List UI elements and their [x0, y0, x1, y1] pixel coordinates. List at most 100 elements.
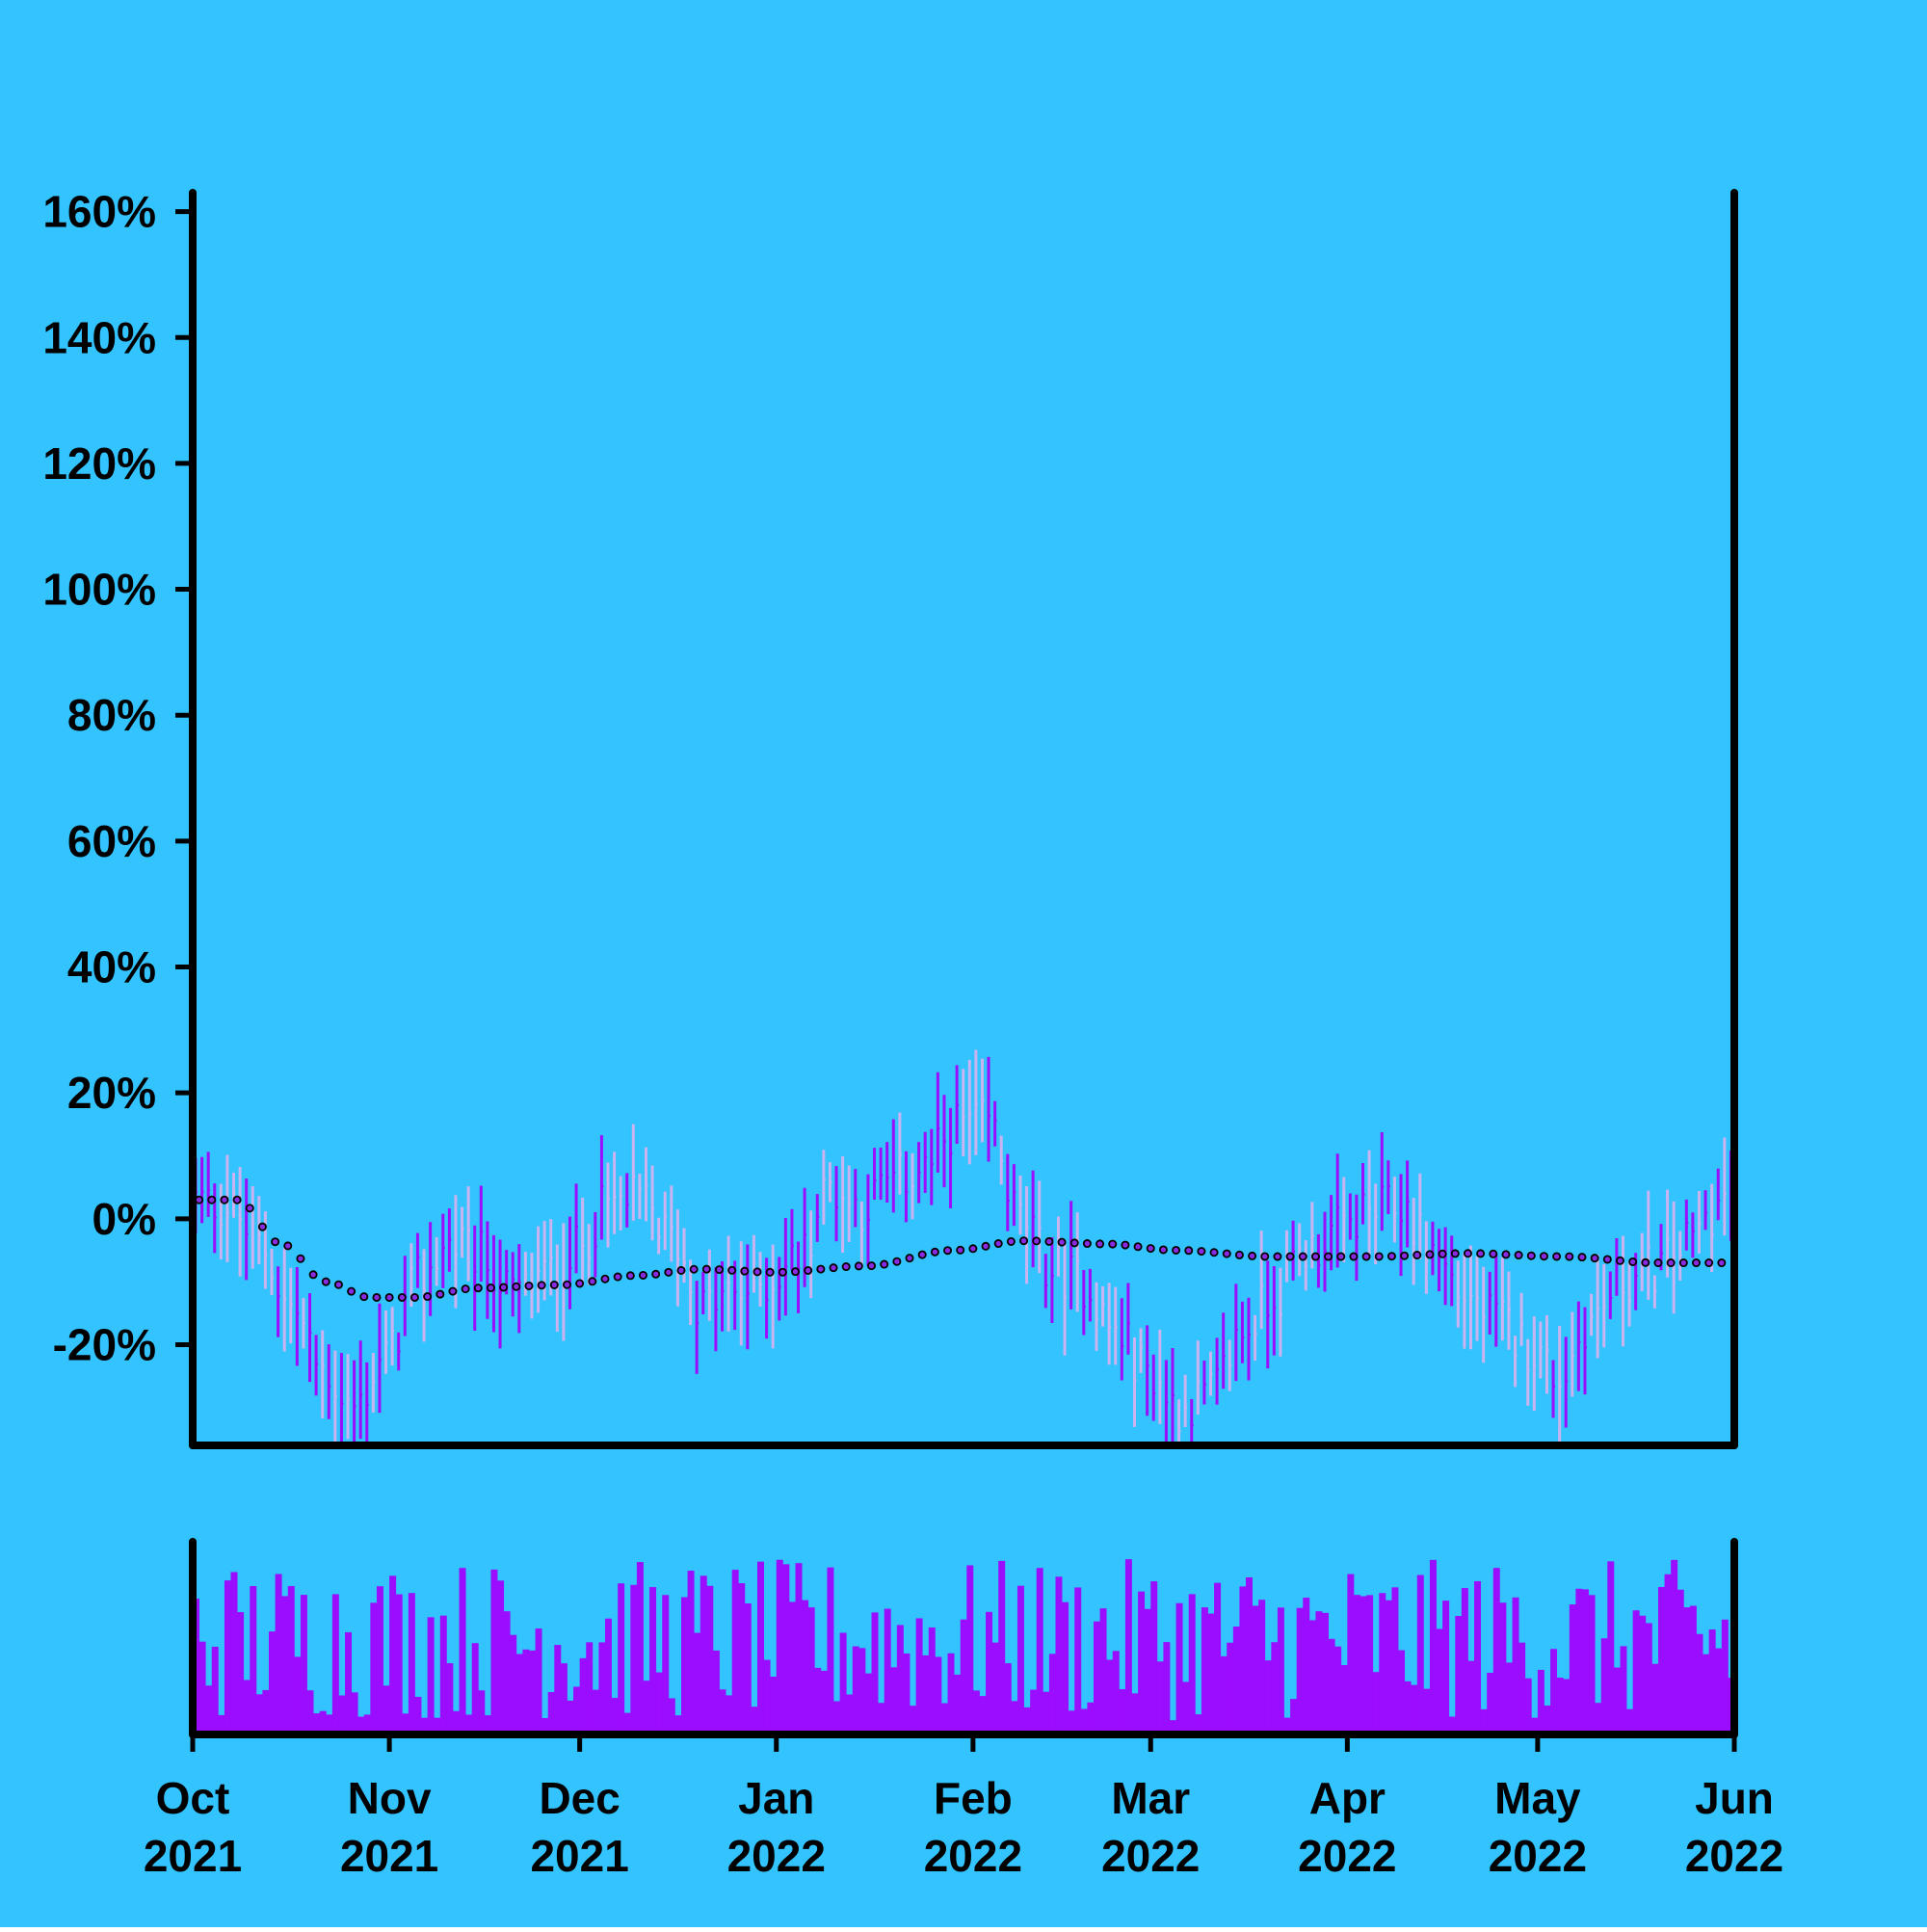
- trend-dot: [1184, 1246, 1194, 1256]
- volume-bar: [598, 1642, 606, 1734]
- trend-dot: [968, 1244, 978, 1254]
- volume-bar: [275, 1574, 282, 1734]
- volume-bar: [1620, 1646, 1627, 1734]
- volume-bar: [1461, 1588, 1468, 1734]
- volume-bar: [680, 1597, 688, 1734]
- trend-dot: [448, 1286, 458, 1296]
- trend-dot: [778, 1267, 787, 1277]
- x-tick-label-year: 2022: [1101, 1831, 1200, 1881]
- trend-dot: [956, 1245, 965, 1255]
- volume-bar: [922, 1654, 930, 1734]
- x-tick-label-year: 2021: [340, 1831, 438, 1881]
- volume-bar: [1372, 1672, 1380, 1734]
- volume-bar: [1232, 1627, 1240, 1734]
- trend-dot: [651, 1269, 661, 1279]
- volume-bar: [1442, 1601, 1450, 1734]
- volume-bar: [655, 1672, 663, 1734]
- volume-bar: [452, 1710, 460, 1734]
- trend-dot: [1095, 1239, 1105, 1249]
- volume-bar: [427, 1617, 435, 1734]
- trend-dot: [1412, 1251, 1422, 1260]
- trend-dot: [1615, 1256, 1624, 1265]
- volume-bar: [1150, 1581, 1158, 1734]
- volume-bar: [687, 1571, 695, 1734]
- volume-bar: [1537, 1669, 1544, 1734]
- volume-bar: [1544, 1705, 1551, 1734]
- volume-bar: [1480, 1708, 1488, 1734]
- trend-dot: [1628, 1257, 1638, 1266]
- volume-bar: [370, 1602, 378, 1734]
- trend-dot: [372, 1292, 382, 1302]
- trend-dot: [1526, 1251, 1536, 1260]
- trend-dot: [423, 1292, 433, 1302]
- volume-bar: [421, 1717, 429, 1734]
- trend-dot: [664, 1267, 673, 1277]
- trend-dot: [943, 1246, 953, 1256]
- volume-bar: [294, 1656, 302, 1734]
- volume-bar: [751, 1707, 758, 1734]
- volume-bar: [1600, 1638, 1608, 1734]
- volume-bar: [1505, 1662, 1513, 1734]
- volume-bar: [1207, 1613, 1215, 1734]
- volume-bar: [389, 1575, 397, 1734]
- volume-bar: [1632, 1610, 1640, 1734]
- volume-bar: [1271, 1642, 1279, 1734]
- trend-dot: [854, 1261, 863, 1271]
- trend-dot: [1565, 1252, 1574, 1261]
- trend-dot: [397, 1292, 407, 1302]
- volume-bar: [1588, 1595, 1596, 1734]
- trend-dot: [257, 1222, 267, 1231]
- volume-bar: [459, 1568, 466, 1734]
- volume-bar: [1353, 1595, 1360, 1734]
- volume-bar: [1169, 1720, 1176, 1734]
- volume-bar: [1016, 1585, 1024, 1734]
- trend-dot: [271, 1237, 280, 1247]
- volume-bar: [998, 1560, 1006, 1734]
- volume-bar: [535, 1628, 542, 1734]
- volume-bar: [269, 1631, 276, 1734]
- volume-bar: [1175, 1602, 1183, 1734]
- volume-bar: [788, 1601, 796, 1734]
- trend-dot: [701, 1264, 711, 1274]
- trend-dot: [1425, 1250, 1435, 1259]
- trend-dot: [207, 1195, 217, 1204]
- volume-bar: [218, 1714, 225, 1734]
- volume-bar: [1093, 1621, 1100, 1734]
- trend-dot: [575, 1279, 585, 1288]
- trend-dot: [1044, 1236, 1054, 1246]
- volume-bar: [807, 1607, 815, 1734]
- volume-bar: [1334, 1646, 1342, 1734]
- volume-bar: [636, 1562, 644, 1734]
- volume-bar: [896, 1625, 904, 1734]
- volume-bar: [1315, 1611, 1323, 1734]
- trend-dot: [1273, 1252, 1282, 1261]
- volume-bar: [884, 1608, 891, 1734]
- x-tick-label-year: 2022: [1685, 1831, 1783, 1881]
- volume-bar: [345, 1631, 353, 1734]
- x-axis-tick-labels: Oct 2021 Nov 2021 Dec 2021 Jan 2022 Feb 2022 Mar 20…: [144, 1773, 1783, 1881]
- volume-bar: [763, 1659, 771, 1734]
- trend-dot: [1234, 1250, 1244, 1259]
- trend-dot: [1082, 1239, 1092, 1249]
- trend-dot: [804, 1266, 813, 1276]
- volume-bar: [668, 1698, 675, 1734]
- volume-bar: [281, 1596, 289, 1734]
- volume-bar: [1391, 1587, 1399, 1734]
- volume-bar: [1340, 1664, 1348, 1734]
- trend-line-group: [195, 1195, 1727, 1302]
- trend-dot: [1717, 1258, 1727, 1268]
- y-tick-label: 20%: [67, 1068, 156, 1118]
- trend-dot: [1374, 1252, 1384, 1261]
- volume-bar: [1347, 1574, 1355, 1734]
- volume-bar: [1575, 1588, 1583, 1734]
- volume-bar: [414, 1696, 422, 1734]
- volume-bar: [1131, 1693, 1139, 1734]
- trend-dot: [740, 1266, 750, 1276]
- volume-bar: [1239, 1586, 1247, 1734]
- volume-bar: [255, 1694, 263, 1734]
- trend-dot: [473, 1284, 483, 1293]
- trend-dot: [347, 1286, 356, 1296]
- volume-bar: [935, 1656, 942, 1734]
- volume-bar: [1474, 1580, 1482, 1734]
